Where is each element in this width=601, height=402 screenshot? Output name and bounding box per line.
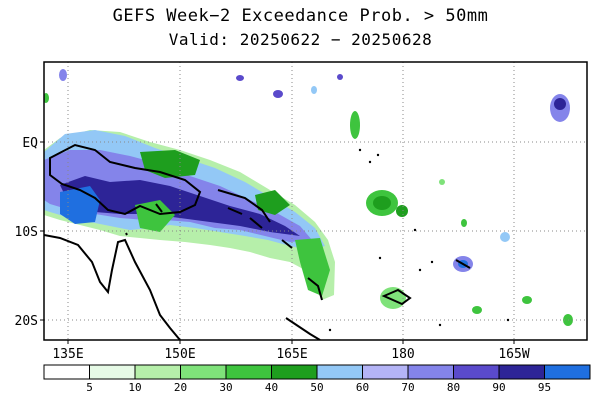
colorbar-swatch [180,364,227,380]
colorbar-label: 10 [128,381,141,394]
colorbar-label: 60 [356,381,369,394]
colorbar-labels: 5 10 20 30 40 50 60 70 80 90 95 [86,381,551,394]
lon-label-180: 180 [391,347,414,362]
map-subtitle: Valid: 20250622 − 20250628 [168,30,433,49]
colorbar-swatch [89,364,136,380]
colorbar-label: 30 [219,381,232,394]
graticule [44,62,587,340]
colorbar-swatch [316,364,363,380]
lon-label-135e: 135E [52,347,83,362]
lat-label-eq: EQ [22,136,38,151]
coastline-new-guinea [49,143,202,216]
colorbar-label: 80 [447,381,460,394]
colorbar-label: 20 [174,381,187,394]
colorbar-label: 5 [86,381,93,394]
colorbar-swatch [362,364,409,380]
lon-label-165e: 165E [276,347,307,362]
colorbar-swatch [544,364,591,380]
probability-fields [44,69,573,326]
colorbar-swatch [498,364,545,380]
colorbar [43,364,591,380]
colorbar-swatch [407,364,454,380]
colorbar-swatch [225,364,272,380]
colorbar-swatch [134,364,181,380]
colorbar-label: 40 [265,381,278,394]
coastline-australia [44,234,181,340]
lon-label-165w: 165W [498,347,529,362]
islands [328,148,510,332]
colorbar-swatch [271,364,318,380]
coastlines [44,143,471,340]
lat-label-20s: 20S [15,314,38,329]
map-title: GEFS Week−2 Exceedance Prob. > 50mm [112,6,489,26]
colorbar-swatch [43,364,90,380]
colorbar-swatch [453,364,500,380]
lat-label-10s: 10S [15,225,38,240]
map-frame [43,61,588,341]
lon-label-150e: 150E [164,347,195,362]
colorbar-label: 95 [538,381,551,394]
colorbar-label: 70 [401,381,414,394]
axis-ticks [40,141,515,344]
colorbar-label: 90 [492,381,505,394]
prob-blob [350,111,360,139]
colorbar-label: 50 [310,381,323,394]
